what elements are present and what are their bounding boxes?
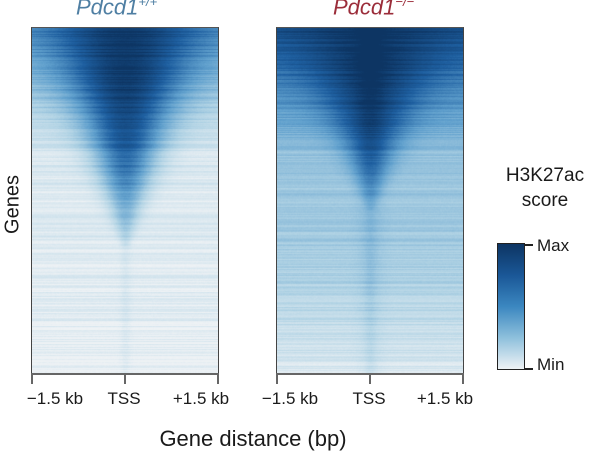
x-tick [31, 374, 33, 384]
x-tick-label: TSS [107, 389, 141, 408]
x-tick [124, 374, 126, 384]
x-axis-label: Gene distance (bp) [159, 426, 347, 451]
x-tick-label: −1.5 kb [261, 389, 319, 408]
panel-title-wildtype: Pdcd1+/+ [76, 0, 157, 20]
heatmap-canvas [32, 28, 218, 374]
colorbar-title-line2: score [521, 190, 569, 211]
x-tick-label: TSS [352, 389, 386, 408]
colorbar [497, 243, 525, 370]
colorbar-min-label: Min [537, 355, 565, 374]
genotype-superscript: +/+ [138, 0, 158, 9]
heatmap-wildtype [31, 27, 219, 374]
panel-title-text: Pdcd1 [333, 0, 396, 20]
panel-title-text: Pdcd1 [76, 0, 139, 20]
x-tick [369, 374, 371, 384]
x-tick [276, 374, 278, 384]
genotype-superscript: −/− [395, 0, 415, 9]
x-tick [462, 374, 464, 384]
heatmap-knockout [276, 27, 464, 374]
panel-title-knockout: Pdcd1−/− [333, 0, 414, 20]
colorbar-title: H3K27ac score [470, 163, 600, 213]
colorbar-tick-max [525, 244, 533, 246]
y-axis-label: Genes [1, 175, 24, 234]
heatmap-canvas [277, 28, 463, 374]
colorbar-max-label: Max [537, 236, 570, 255]
x-tick-label: −1.5 kb [26, 389, 84, 408]
colorbar-tick-min [525, 368, 533, 370]
colorbar-title-line1: H3K27ac [505, 165, 585, 186]
x-tick-label: +1.5 kb [172, 389, 230, 408]
x-tick [217, 374, 219, 384]
x-tick-label: +1.5 kb [416, 389, 474, 408]
